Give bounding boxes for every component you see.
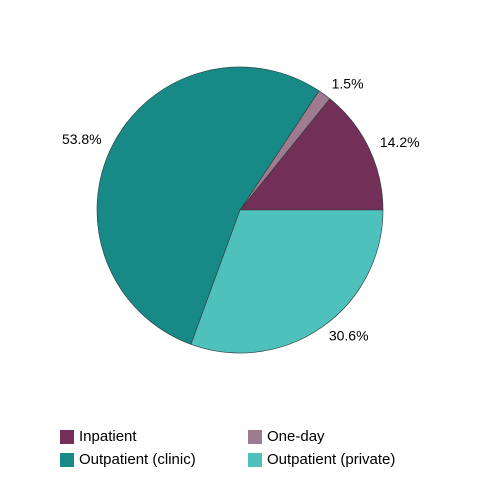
legend: Inpatient One-day Outpatient (clinic) Outpa…	[60, 428, 395, 468]
legend-swatch	[60, 430, 74, 444]
data-label: 1.5%	[332, 76, 364, 92]
data-label: 30.6%	[329, 328, 369, 344]
legend-swatch	[60, 453, 74, 467]
data-label: 14.2%	[380, 134, 420, 150]
legend-swatch	[248, 453, 262, 467]
data-label: 53.8%	[62, 131, 102, 147]
legend-label: Outpatient (private)	[267, 451, 395, 468]
pie-slice	[190, 209, 384, 354]
legend-swatch	[248, 430, 262, 444]
legend-label: Inpatient	[79, 428, 137, 445]
legend-label: One-day	[267, 428, 325, 445]
pie-slice	[239, 98, 384, 211]
pie-slice	[96, 66, 320, 345]
legend-label: Outpatient (clinic)	[79, 451, 196, 468]
